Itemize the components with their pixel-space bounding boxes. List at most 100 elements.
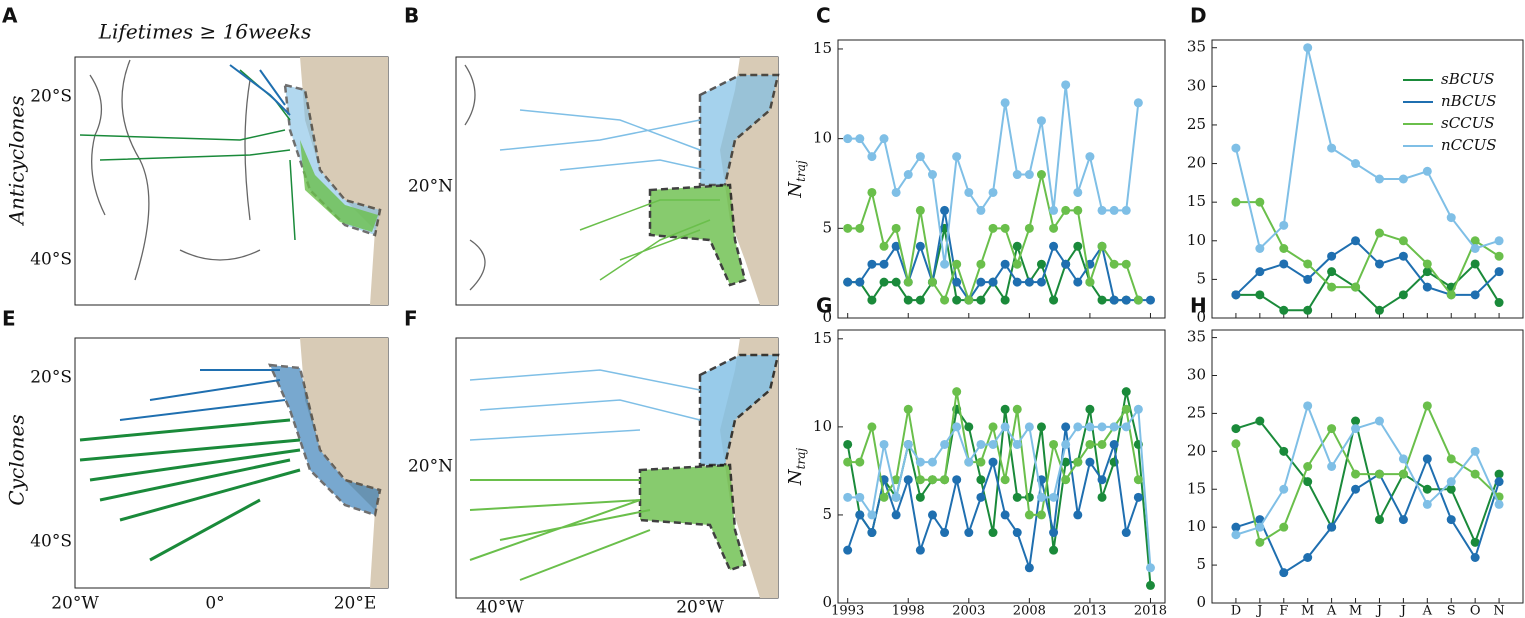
point bbox=[1374, 259, 1384, 269]
point bbox=[976, 295, 986, 305]
point bbox=[879, 439, 889, 449]
point bbox=[1494, 267, 1504, 277]
point bbox=[1470, 236, 1480, 246]
point bbox=[1012, 170, 1022, 180]
point bbox=[1303, 553, 1313, 562]
point bbox=[1303, 477, 1313, 487]
point bbox=[1398, 469, 1408, 479]
point bbox=[1085, 277, 1095, 287]
point bbox=[1327, 462, 1337, 471]
point bbox=[1097, 439, 1107, 449]
x-tick-label: S bbox=[1447, 604, 1456, 618]
point bbox=[1279, 522, 1289, 532]
y-tick-label: 20 bbox=[1187, 154, 1206, 172]
y-tick-label: 5 bbox=[822, 505, 832, 523]
y-axis-label: Ntraj bbox=[785, 160, 808, 198]
point bbox=[1049, 241, 1059, 251]
point bbox=[879, 241, 889, 251]
series-line bbox=[1235, 239, 1500, 296]
legend-label: sBCUS bbox=[1441, 70, 1494, 88]
point bbox=[1073, 457, 1083, 467]
point bbox=[1073, 205, 1083, 215]
point bbox=[964, 528, 974, 538]
point bbox=[1351, 484, 1361, 494]
point bbox=[1231, 290, 1241, 300]
point bbox=[1097, 492, 1107, 502]
series-line bbox=[1235, 456, 1501, 575]
point bbox=[1073, 422, 1083, 432]
point bbox=[927, 277, 937, 287]
y-tick-label: 15 bbox=[813, 39, 832, 57]
panel-letter: B bbox=[404, 4, 419, 28]
point bbox=[1279, 568, 1289, 578]
series-line bbox=[847, 391, 1140, 516]
legend-label: nBCUS bbox=[1441, 92, 1496, 110]
point bbox=[1133, 295, 1143, 305]
point bbox=[843, 457, 853, 467]
point bbox=[1351, 424, 1361, 434]
point bbox=[891, 510, 901, 520]
point bbox=[1049, 205, 1059, 215]
panel-letter: A bbox=[2, 4, 18, 28]
y-tick-label: 15 bbox=[1187, 479, 1206, 497]
point bbox=[1061, 422, 1071, 432]
point bbox=[988, 439, 998, 449]
point bbox=[1279, 305, 1289, 315]
point bbox=[855, 134, 865, 144]
point bbox=[1097, 205, 1107, 215]
y-label-sub: traj bbox=[794, 160, 808, 182]
point bbox=[915, 295, 925, 305]
point bbox=[1073, 241, 1083, 251]
point bbox=[867, 152, 877, 162]
region bbox=[638, 463, 747, 572]
x-tick-label: 1998 bbox=[892, 604, 925, 618]
point bbox=[1024, 223, 1034, 233]
point bbox=[1398, 251, 1408, 261]
point bbox=[891, 223, 901, 233]
point bbox=[1036, 422, 1046, 432]
point bbox=[1231, 439, 1241, 449]
point bbox=[1279, 220, 1289, 230]
point bbox=[976, 492, 986, 502]
point bbox=[988, 422, 998, 432]
y-tick-label: 25 bbox=[1187, 115, 1206, 133]
point bbox=[988, 223, 998, 233]
map-e bbox=[74, 337, 389, 589]
point bbox=[1255, 522, 1265, 532]
point bbox=[1085, 404, 1095, 414]
point bbox=[1061, 439, 1071, 449]
track bbox=[229, 64, 291, 116]
point bbox=[988, 187, 998, 197]
point bbox=[1036, 277, 1046, 287]
point bbox=[952, 475, 962, 485]
map-b bbox=[455, 56, 780, 306]
point bbox=[1133, 492, 1143, 502]
point bbox=[867, 295, 877, 305]
point bbox=[855, 277, 865, 287]
y-tick-label: 10 bbox=[1187, 231, 1206, 249]
point bbox=[1327, 282, 1337, 292]
point bbox=[1061, 80, 1071, 90]
point bbox=[1422, 282, 1432, 292]
row-label: Cyclones bbox=[5, 414, 29, 505]
track bbox=[579, 199, 720, 281]
point bbox=[1036, 510, 1046, 520]
legend-label: sCCUS bbox=[1441, 114, 1495, 132]
point bbox=[1303, 462, 1313, 471]
point bbox=[927, 475, 937, 485]
point bbox=[940, 259, 950, 269]
point bbox=[1351, 159, 1361, 169]
contour bbox=[464, 64, 486, 291]
point bbox=[1036, 492, 1046, 502]
point bbox=[843, 439, 853, 449]
y-tick-label: 5 bbox=[822, 218, 832, 236]
point bbox=[1231, 197, 1241, 207]
point bbox=[1121, 295, 1131, 305]
point bbox=[1012, 277, 1022, 287]
point bbox=[1024, 422, 1034, 432]
point bbox=[1121, 205, 1131, 215]
x-tick-label: J bbox=[1399, 604, 1406, 618]
point bbox=[1494, 477, 1504, 487]
point bbox=[879, 492, 889, 502]
point bbox=[1374, 416, 1384, 426]
